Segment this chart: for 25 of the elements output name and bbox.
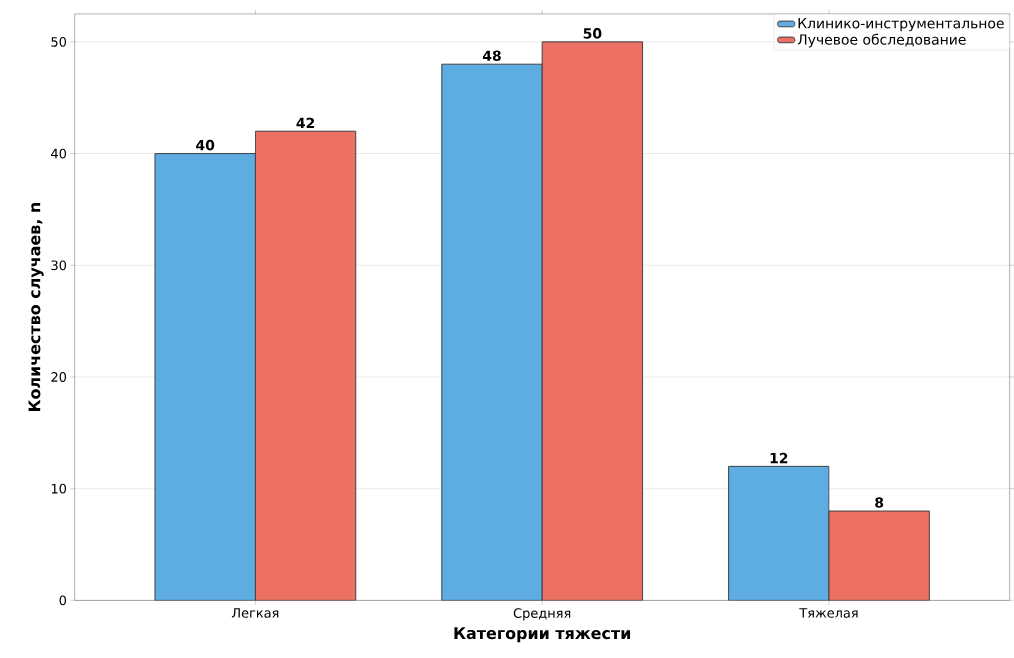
bar: [541, 41, 644, 601]
y-tick-label: 30: [51, 260, 67, 271]
y-axis-title: Количество случаев, n: [28, 202, 44, 412]
data-label: 8: [875, 497, 884, 508]
bar: [254, 130, 357, 601]
data-label: 50: [583, 28, 602, 39]
bar: [728, 465, 830, 601]
x-tick-label: Средняя: [513, 608, 571, 621]
x-tick-label: Легкая: [231, 608, 279, 618]
bar: [154, 152, 256, 601]
y-tick-label: 0: [59, 595, 67, 606]
y-tick-label: 50: [51, 36, 67, 47]
bar: [441, 63, 543, 601]
legend-label: Лучевое обследование: [797, 33, 966, 48]
data-label: 48: [482, 50, 501, 61]
data-label: 40: [196, 139, 215, 151]
x-axis-title: Категории тяжести: [454, 627, 630, 643]
data-label: 12: [770, 452, 788, 464]
bar: [828, 510, 930, 601]
y-tick-label: 10: [51, 483, 67, 494]
y-tick-label: 40: [51, 148, 67, 159]
legend-label: Клинико-инструментальное: [798, 18, 1004, 32]
y-tick-label: 20: [51, 372, 67, 382]
data-label: 42: [296, 117, 315, 128]
x-tick-label: Тяжелая: [799, 608, 858, 618]
